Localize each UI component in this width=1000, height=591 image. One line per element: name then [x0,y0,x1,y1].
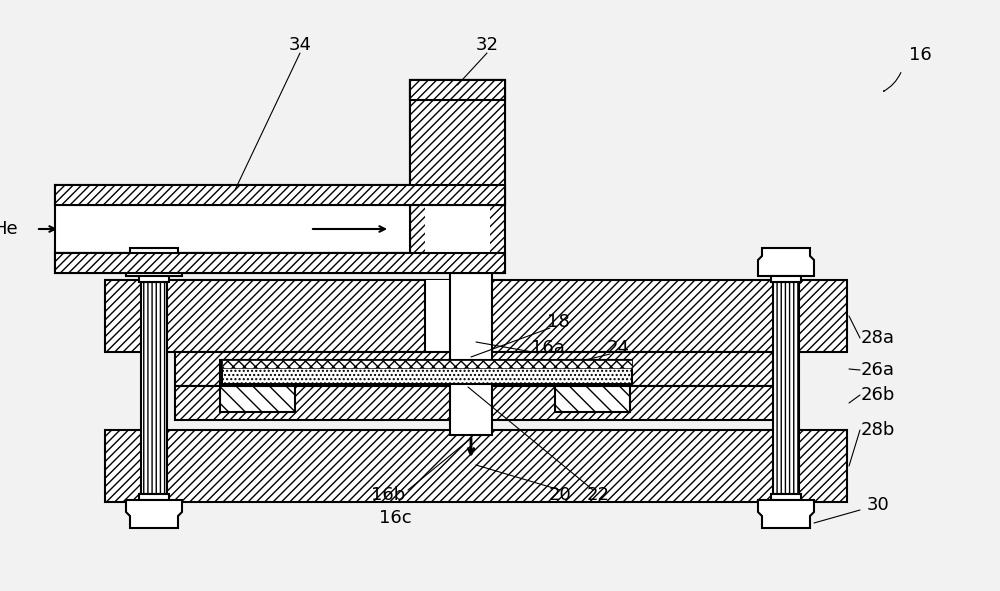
Text: 32: 32 [476,36,498,54]
Bar [555,360,630,386]
Text: 34: 34 [288,36,312,54]
Text: 16b: 16b [371,486,405,504]
Bar [139,494,169,500]
Text: 16a: 16a [531,339,565,357]
Bar [220,386,295,412]
Bar [410,80,505,273]
Bar [410,80,505,205]
Text: 20: 20 [549,486,571,504]
Text: 28a: 28a [861,329,895,347]
Bar [55,253,410,273]
Bar [771,494,801,500]
Bar [771,276,801,282]
Polygon shape [126,500,182,528]
Bar [773,282,799,494]
Text: 28b: 28b [861,421,895,439]
Text: 26b: 26b [861,386,895,404]
Bar [139,276,169,282]
Bar [55,185,505,205]
Text: 16: 16 [909,46,931,64]
Text: 22: 22 [586,486,610,504]
Bar [222,360,632,384]
Text: 30: 30 [867,496,889,514]
Text: 26a: 26a [861,361,895,379]
Bar [105,430,847,502]
Bar [55,205,410,253]
Bar [222,360,632,368]
Bar [220,360,295,386]
Bar [175,352,775,386]
FancyArrowPatch shape [884,73,901,91]
Bar [55,185,410,205]
Bar [425,280,490,352]
Bar [55,253,505,273]
Text: 24: 24 [606,339,630,357]
Bar [175,386,775,420]
Text: 16c: 16c [379,509,411,527]
Bar [425,205,490,253]
Polygon shape [758,500,814,528]
Bar [105,280,847,352]
Text: 18: 18 [547,313,569,331]
Text: He: He [0,220,18,238]
Polygon shape [758,248,814,276]
Bar [410,80,505,100]
Bar [450,273,492,435]
Polygon shape [126,248,182,276]
Bar [555,386,630,412]
Bar [141,282,167,494]
